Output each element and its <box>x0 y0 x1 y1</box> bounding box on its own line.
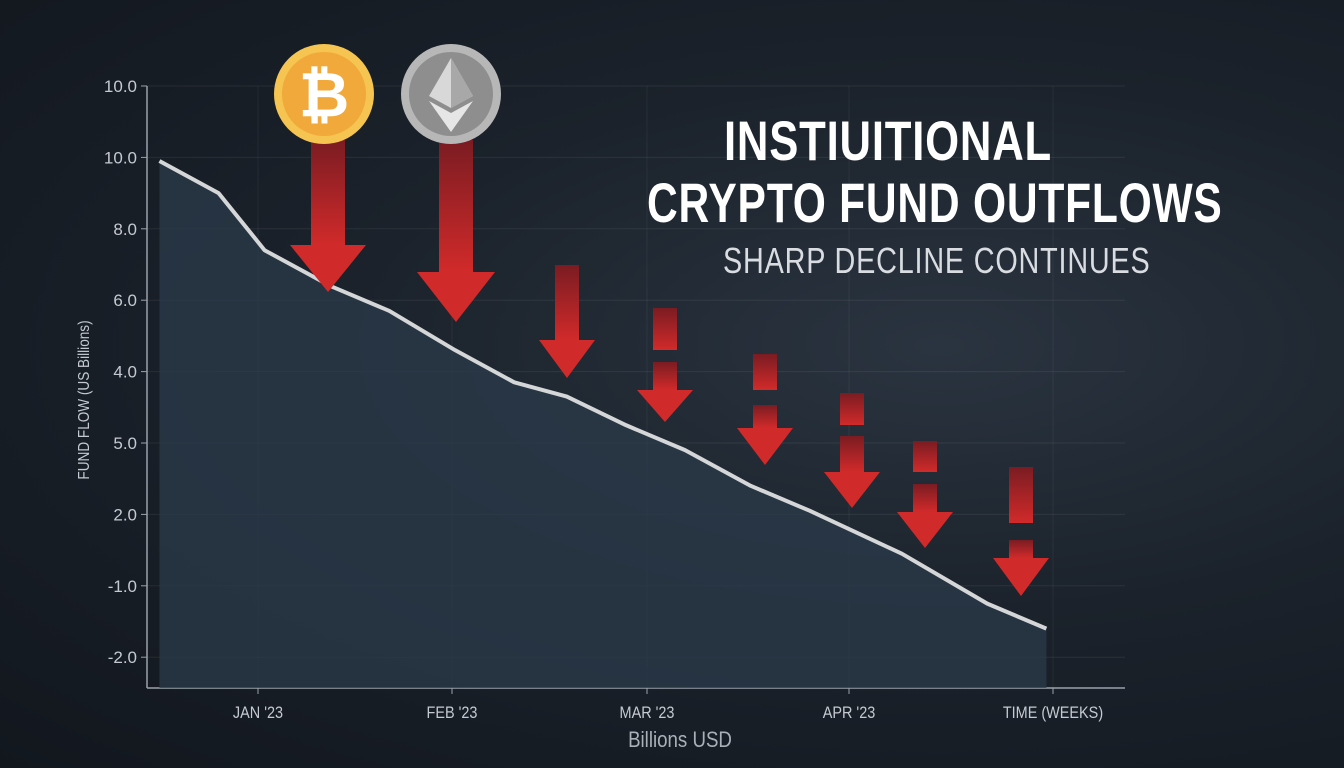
y-tick-label: -2.0 <box>108 648 137 667</box>
arrow-shaft <box>1009 467 1033 523</box>
arrow-shaft <box>840 436 864 472</box>
arrow-shaft <box>753 405 777 428</box>
arrow-head <box>417 272 495 322</box>
ethereum-upper-shade <box>451 58 473 108</box>
x-tick-label: TIME (WEEKS) <box>1003 704 1103 722</box>
x-tick-label: FEB '23 <box>427 704 478 722</box>
y-tick-label: 4.0 <box>113 363 137 382</box>
arrow-shaft <box>555 265 579 340</box>
arrow-shaft <box>439 140 473 272</box>
down-arrow-icon <box>637 308 693 422</box>
coin-face <box>282 52 366 136</box>
x-axis-label: Billions USD <box>628 729 732 753</box>
y-tick-label: 8.0 <box>113 220 137 239</box>
arrow-shaft <box>913 441 937 472</box>
y-axis-label: FUND FLOW (US Billions) <box>76 320 93 479</box>
down-arrow-icon <box>897 441 953 548</box>
arrow-head <box>737 428 793 465</box>
arrow-head <box>897 512 953 548</box>
arrow-shaft <box>753 354 777 390</box>
arrow-shaft <box>913 484 937 512</box>
bitcoin-symbol: ₿ <box>299 61 350 130</box>
arrow-shaft <box>653 362 677 390</box>
arrow-head <box>824 472 880 508</box>
arrow-shaft <box>840 393 864 425</box>
ethereum-icon <box>401 44 501 144</box>
y-tick-label: 6.0 <box>113 291 137 310</box>
chart-title-line2: CRYPTO FUND OUTFLOWS <box>647 171 1223 234</box>
arrow-shaft <box>1009 540 1033 558</box>
y-tick-label: 10.0 <box>104 148 137 167</box>
y-tick-label: -1.0 <box>108 577 137 596</box>
arrow-head <box>290 245 366 292</box>
arrow-shaft <box>653 308 677 350</box>
x-tick-label: MAR '23 <box>620 704 675 722</box>
down-arrow-icon <box>993 467 1049 596</box>
down-arrow-icon <box>539 265 595 378</box>
chart-subtitle: SHARP DECLINE CONTINUES <box>723 240 1151 281</box>
x-tick-label: APR '23 <box>823 704 876 722</box>
chart-title: INSTIUITIONAL <box>724 109 1053 172</box>
arrow-shaft <box>311 140 345 245</box>
series-area <box>159 160 1047 689</box>
down-arrow-icon <box>737 354 793 465</box>
arrow-head <box>539 340 595 378</box>
y-tick-label: 2.0 <box>113 505 137 524</box>
down-arrow-icon <box>290 140 366 292</box>
arrow-head <box>993 558 1049 596</box>
arrow-head <box>637 390 693 422</box>
ethereum-lower <box>429 101 473 132</box>
bitcoin-icon: ₿ <box>274 44 374 144</box>
y-tick-label: 10.0 <box>104 77 137 96</box>
x-tick-label: JAN '23 <box>233 704 283 722</box>
down-arrow-icon <box>824 393 880 508</box>
down-arrow-icon <box>417 140 495 322</box>
y-tick-label: 5.0 <box>113 434 137 453</box>
